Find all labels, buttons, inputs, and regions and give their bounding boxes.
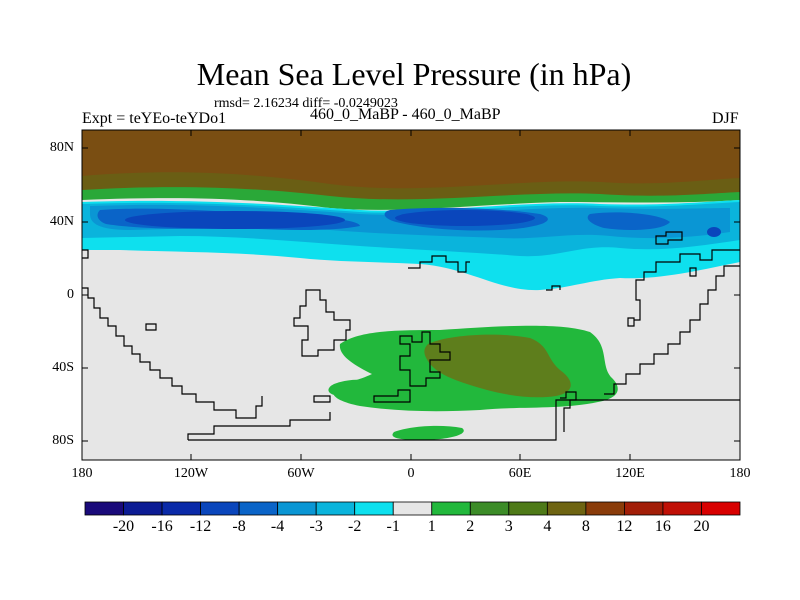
colorbar-box bbox=[624, 501, 664, 516]
coastline bbox=[313, 395, 331, 403]
coastline bbox=[293, 289, 351, 357]
colorbar-box bbox=[315, 501, 356, 516]
stats-text: rmsd= 2.16234 diff= -0.0249023 bbox=[214, 96, 398, 111]
lat-label: 80N bbox=[49, 140, 74, 155]
colorbar-box bbox=[200, 501, 240, 516]
season-label: DJF bbox=[712, 110, 739, 127]
lon-label: 120E bbox=[615, 466, 645, 481]
colorbar-box bbox=[662, 501, 702, 516]
colorbar-box bbox=[354, 501, 394, 516]
colorbar-box bbox=[701, 501, 741, 516]
colorbar-box bbox=[392, 501, 433, 516]
coastline bbox=[634, 249, 740, 321]
high-anom-2-west bbox=[328, 379, 372, 397]
lat-label: 0 bbox=[67, 287, 74, 302]
colorbar-box bbox=[161, 501, 201, 516]
colorbar-label: -16 bbox=[151, 518, 173, 535]
coastline bbox=[560, 391, 577, 432]
low-band-8-west bbox=[125, 211, 345, 229]
coastline bbox=[408, 255, 470, 273]
high-anom-2-south bbox=[392, 425, 464, 440]
colorbar-box bbox=[277, 501, 317, 516]
low-band-4-east bbox=[587, 212, 670, 230]
colorbar-label: -4 bbox=[270, 518, 285, 535]
pressure-field bbox=[82, 130, 740, 460]
colorbar-box bbox=[238, 501, 279, 516]
colorbar-box bbox=[84, 501, 124, 516]
coastline bbox=[145, 323, 157, 331]
colorbar-label: -1 bbox=[386, 518, 400, 535]
high-anom-3 bbox=[424, 334, 571, 398]
axis-ticks bbox=[82, 130, 740, 460]
colorbar-box bbox=[508, 501, 548, 516]
coastline bbox=[689, 267, 697, 277]
low-band-8-mid bbox=[395, 210, 535, 226]
colorbar-box bbox=[431, 501, 471, 516]
colorbar-label: -3 bbox=[309, 518, 323, 535]
colorbar-label: 4 bbox=[543, 518, 552, 535]
colorbar-box bbox=[546, 501, 587, 516]
coastline bbox=[655, 231, 683, 245]
colorbar-label: -12 bbox=[189, 518, 212, 535]
colorbar-box bbox=[585, 501, 625, 516]
coastline bbox=[627, 317, 635, 327]
colorbar-label: -2 bbox=[348, 518, 362, 535]
coastline bbox=[399, 331, 451, 387]
coastline bbox=[82, 287, 263, 419]
high-band-2 bbox=[82, 187, 740, 210]
colorbar-label: -8 bbox=[232, 518, 246, 535]
colorbar-label: 16 bbox=[654, 518, 671, 535]
colorbar-box bbox=[469, 501, 510, 516]
coastline bbox=[188, 399, 740, 441]
page-title: Mean Sea Level Pressure (in hPa) bbox=[196, 56, 632, 92]
colorbar-label: 3 bbox=[504, 518, 513, 535]
colorbar-label: -20 bbox=[112, 518, 135, 535]
colorbar-label: 12 bbox=[616, 518, 633, 535]
colorbar-label: 20 bbox=[693, 518, 710, 535]
low-band-8-east bbox=[707, 227, 721, 237]
coastline bbox=[373, 389, 411, 403]
lon-label: 60W bbox=[287, 466, 315, 481]
colorbar-label: 2 bbox=[466, 518, 475, 535]
lon-label: 0 bbox=[407, 466, 415, 481]
colorbar bbox=[84, 501, 741, 516]
coastline bbox=[546, 285, 561, 291]
coastlines bbox=[82, 231, 740, 441]
coastline bbox=[187, 412, 331, 440]
lon-label: 120W bbox=[173, 466, 209, 481]
coastline bbox=[82, 249, 89, 259]
lon-label: 180 bbox=[729, 466, 751, 481]
lat-label: 80S bbox=[52, 433, 74, 448]
colorbar-box bbox=[123, 501, 163, 516]
colorbar-label: 1 bbox=[427, 518, 436, 535]
lon-label: 60E bbox=[508, 466, 532, 481]
runs-label: 460_0_MaBP - 460_0_MaBP bbox=[310, 106, 501, 123]
experiment-label: Expt = teYEo-teYDo1 bbox=[82, 110, 227, 127]
lat-label: 40S bbox=[52, 360, 74, 375]
lon-label: 180 bbox=[71, 466, 93, 481]
coastline bbox=[604, 265, 740, 395]
colorbar-label: 8 bbox=[581, 518, 590, 535]
lat-label: 40N bbox=[49, 214, 74, 229]
